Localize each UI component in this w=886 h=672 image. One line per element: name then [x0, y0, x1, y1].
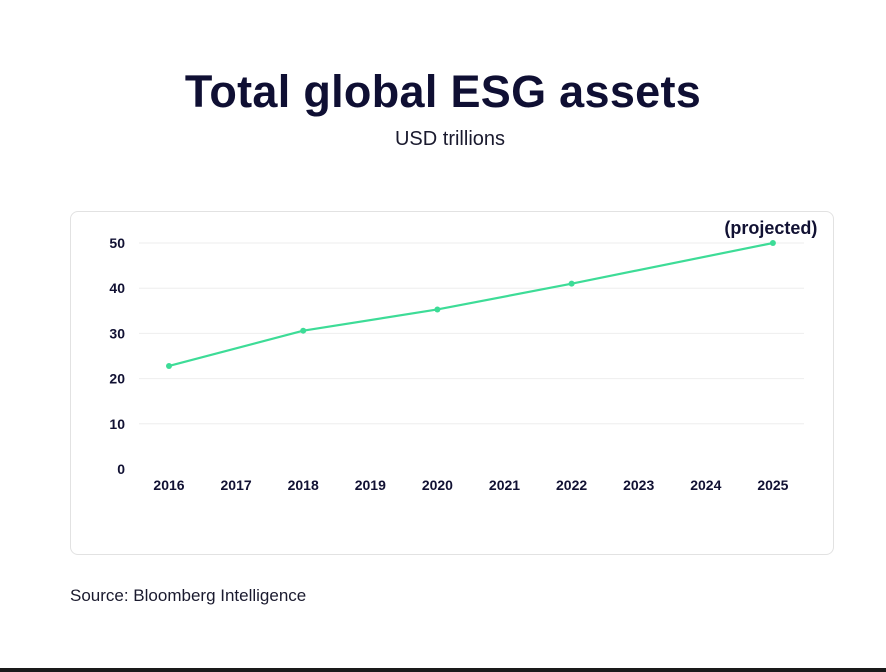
- y-tick-label: 0: [117, 461, 125, 477]
- x-tick-label: 2018: [288, 477, 319, 493]
- y-tick-label: 40: [109, 280, 125, 296]
- x-tick-label: 2023: [623, 477, 654, 493]
- chart-card: 0 10 20 30 40 50 2016 2017 2018 2019 2020 2021 2022 2…: [70, 211, 834, 555]
- x-tick-label: 2016: [153, 477, 184, 493]
- x-tick-label: 2019: [355, 477, 386, 493]
- line-chart: 0 10 20 30 40 50 2016 2017 2018 2019 2020 2021 2022 2…: [109, 218, 817, 493]
- x-tick-label: 2021: [489, 477, 520, 493]
- data-point-2020: [434, 306, 441, 313]
- x-tick-label: 2022: [556, 477, 587, 493]
- x-tick-label: 2020: [422, 477, 453, 493]
- data-point-2016: [166, 362, 172, 369]
- y-tick-label: 10: [109, 416, 125, 432]
- source-note: Source: Bloomberg Intelligence: [70, 586, 307, 605]
- data-point-2018: [300, 327, 307, 334]
- chart-title: Total global ESG assets: [184, 66, 702, 117]
- x-tick-label: 2017: [221, 477, 252, 493]
- bottom-divider: [0, 668, 886, 672]
- y-tick-label: 20: [109, 371, 125, 387]
- x-tick-label: 2024: [690, 477, 721, 493]
- data-point-2022: [568, 280, 575, 287]
- x-tick-label: 2025: [757, 477, 788, 493]
- data-point-2025: [769, 240, 776, 246]
- series-line-0: [167, 241, 775, 368]
- y-tick-label: 30: [109, 325, 125, 341]
- projected-annotation: (projected): [724, 218, 817, 238]
- chart-subtitle: USD trillions: [394, 128, 506, 150]
- y-tick-label: 50: [109, 235, 125, 251]
